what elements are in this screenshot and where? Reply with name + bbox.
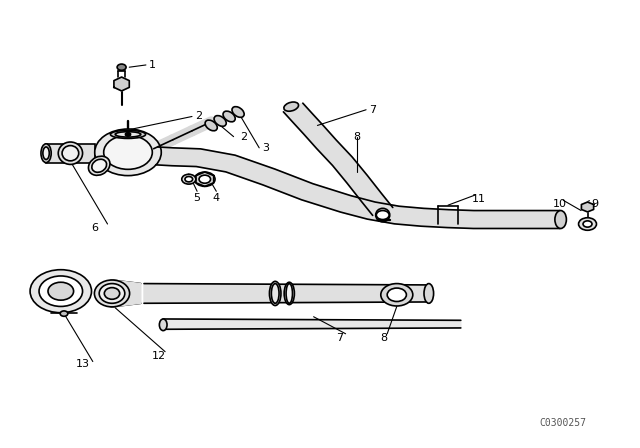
Ellipse shape — [115, 132, 141, 137]
Ellipse shape — [214, 116, 227, 126]
Text: 11: 11 — [472, 194, 486, 204]
Ellipse shape — [159, 319, 167, 331]
Polygon shape — [581, 202, 594, 212]
Text: 4: 4 — [212, 193, 220, 203]
Ellipse shape — [424, 284, 434, 303]
Ellipse shape — [111, 130, 146, 138]
Text: 9: 9 — [591, 199, 599, 209]
Ellipse shape — [269, 281, 281, 306]
Circle shape — [381, 284, 413, 306]
Circle shape — [387, 288, 406, 302]
Circle shape — [48, 282, 74, 300]
Text: 8: 8 — [380, 333, 388, 343]
Polygon shape — [156, 147, 560, 228]
Polygon shape — [163, 319, 461, 329]
Text: 12: 12 — [152, 351, 166, 361]
Text: 13: 13 — [76, 359, 90, 369]
Text: 7: 7 — [369, 105, 376, 115]
Text: 1: 1 — [149, 60, 156, 70]
Ellipse shape — [43, 147, 49, 159]
Ellipse shape — [271, 284, 279, 303]
Ellipse shape — [205, 120, 218, 131]
Circle shape — [199, 175, 211, 183]
Ellipse shape — [555, 211, 566, 228]
Ellipse shape — [284, 282, 294, 305]
Circle shape — [60, 311, 68, 316]
Ellipse shape — [223, 111, 236, 122]
Text: 3: 3 — [262, 143, 269, 153]
Ellipse shape — [95, 280, 129, 307]
Circle shape — [583, 221, 592, 227]
Polygon shape — [46, 144, 95, 163]
Circle shape — [182, 174, 196, 184]
Circle shape — [376, 211, 389, 220]
Text: 7: 7 — [335, 333, 343, 343]
Ellipse shape — [92, 159, 107, 172]
Text: 6: 6 — [92, 224, 98, 233]
Ellipse shape — [62, 146, 79, 161]
Text: 2: 2 — [195, 112, 202, 121]
Circle shape — [117, 64, 126, 70]
Polygon shape — [111, 280, 141, 307]
Ellipse shape — [286, 284, 292, 303]
Text: 2: 2 — [239, 132, 247, 142]
Text: 10: 10 — [553, 199, 567, 209]
Circle shape — [104, 135, 152, 169]
Circle shape — [95, 129, 161, 176]
Circle shape — [125, 133, 131, 136]
Circle shape — [30, 270, 92, 313]
Circle shape — [195, 172, 215, 186]
Polygon shape — [284, 103, 393, 215]
Ellipse shape — [376, 208, 390, 222]
Polygon shape — [114, 77, 129, 91]
Ellipse shape — [88, 156, 110, 175]
Circle shape — [39, 276, 83, 306]
Polygon shape — [144, 284, 429, 303]
Polygon shape — [196, 172, 214, 186]
Circle shape — [579, 218, 596, 230]
Ellipse shape — [232, 107, 244, 117]
Text: C0300257: C0300257 — [540, 418, 587, 428]
Ellipse shape — [284, 102, 298, 111]
Ellipse shape — [41, 144, 51, 163]
Circle shape — [185, 177, 193, 182]
Ellipse shape — [58, 142, 83, 164]
Text: 8: 8 — [353, 132, 361, 142]
Text: 5: 5 — [194, 193, 200, 203]
Ellipse shape — [99, 284, 125, 303]
Ellipse shape — [104, 288, 120, 299]
